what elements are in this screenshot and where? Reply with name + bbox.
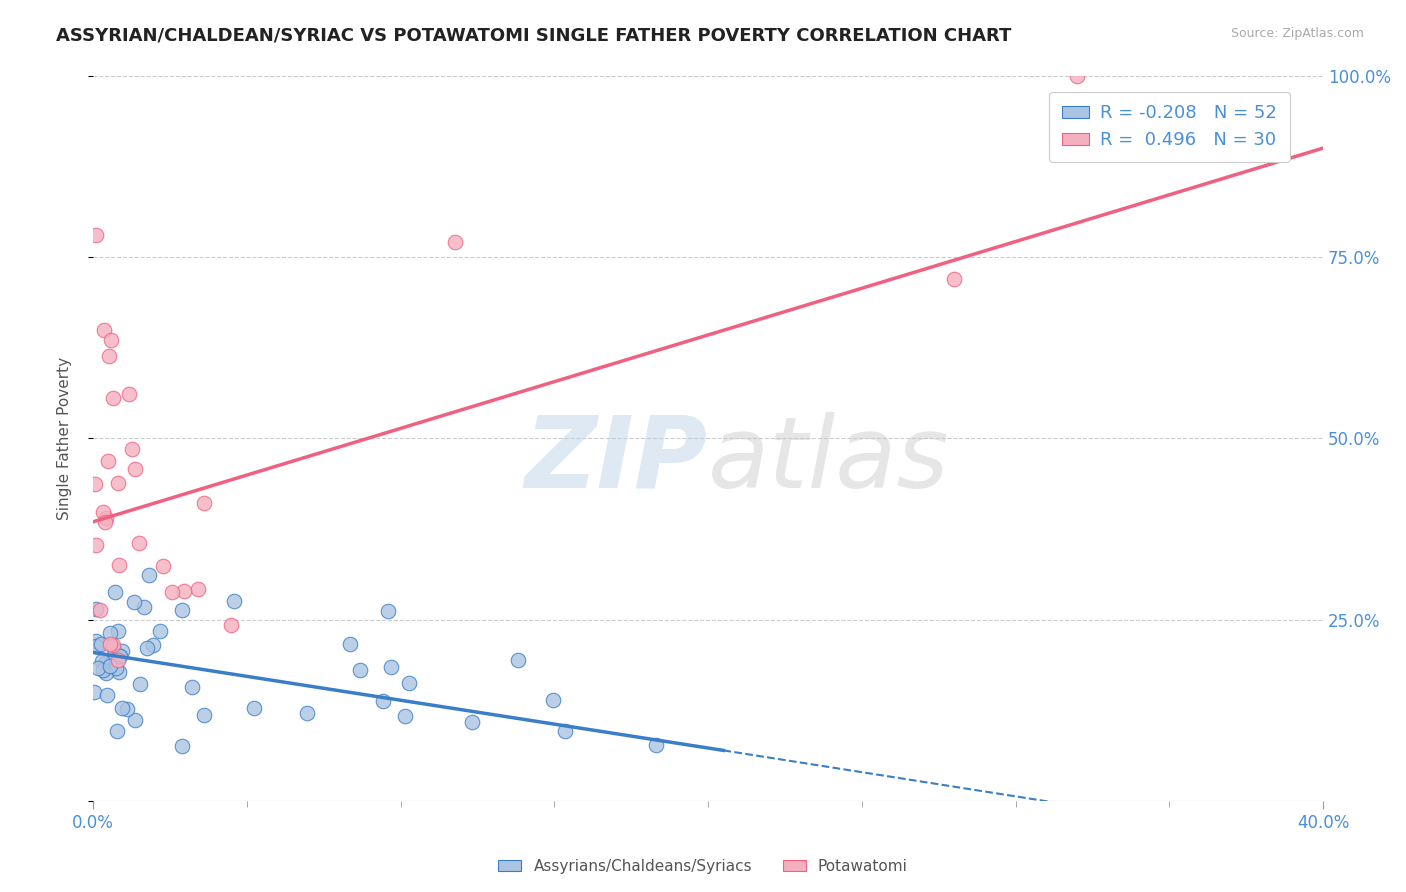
- Point: [149, 624, 172, 638]
- Point: [193, 708, 215, 723]
- Point: [108, 558, 131, 572]
- Point: [136, 640, 159, 655]
- Point: [394, 709, 416, 723]
- Point: [349, 663, 371, 677]
- Point: [508, 653, 530, 667]
- Point: [90, 637, 112, 651]
- Point: [339, 637, 361, 651]
- Y-axis label: Single Father Poverty: Single Father Poverty: [58, 357, 72, 520]
- Point: [107, 624, 129, 638]
- Point: [170, 739, 193, 753]
- Point: [97, 350, 120, 364]
- Point: [94, 515, 117, 529]
- Point: [107, 665, 129, 680]
- Point: [97, 453, 120, 467]
- Point: [122, 595, 145, 609]
- Point: [98, 638, 121, 652]
- Point: [219, 617, 242, 632]
- Text: atlas: atlas: [709, 411, 949, 508]
- Point: [84, 538, 107, 552]
- Point: [138, 568, 160, 582]
- Point: [554, 723, 576, 738]
- Point: [84, 640, 107, 654]
- Point: [170, 603, 193, 617]
- Point: [160, 585, 183, 599]
- Point: [91, 663, 114, 677]
- Point: [152, 559, 174, 574]
- Point: [128, 536, 150, 550]
- Point: [111, 700, 134, 714]
- Point: [645, 739, 668, 753]
- Point: [124, 462, 146, 476]
- Legend: R = -0.208   N = 52, R =  0.496   N = 30: R = -0.208 N = 52, R = 0.496 N = 30: [1049, 92, 1289, 162]
- Point: [89, 603, 111, 617]
- Point: [124, 713, 146, 727]
- Point: [101, 638, 124, 652]
- Point: [84, 602, 107, 616]
- Point: [541, 692, 564, 706]
- Point: [115, 702, 138, 716]
- Point: [93, 656, 115, 670]
- Point: [129, 677, 152, 691]
- Point: [377, 604, 399, 618]
- Point: [103, 392, 125, 406]
- Point: [173, 583, 195, 598]
- Point: [93, 322, 115, 336]
- Point: [107, 476, 129, 491]
- Point: [1066, 69, 1088, 83]
- Point: [107, 648, 129, 663]
- Point: [460, 714, 482, 729]
- Point: [371, 694, 394, 708]
- Point: [94, 511, 117, 525]
- Text: ZIP: ZIP: [524, 411, 709, 508]
- Point: [222, 594, 245, 608]
- Point: [105, 723, 128, 738]
- Point: [103, 641, 125, 656]
- Point: [110, 644, 132, 658]
- Point: [398, 675, 420, 690]
- Point: [117, 387, 139, 401]
- Point: [193, 495, 215, 509]
- Point: [443, 235, 465, 250]
- Point: [96, 688, 118, 702]
- Point: [100, 656, 122, 670]
- Text: Source: ZipAtlas.com: Source: ZipAtlas.com: [1230, 27, 1364, 40]
- Point: [83, 684, 105, 698]
- Point: [98, 659, 121, 673]
- Point: [107, 653, 129, 667]
- Point: [121, 442, 143, 456]
- Point: [84, 228, 107, 243]
- Point: [104, 584, 127, 599]
- Point: [98, 625, 121, 640]
- Point: [110, 648, 132, 663]
- Point: [187, 582, 209, 597]
- Point: [180, 680, 202, 694]
- Point: [142, 638, 165, 652]
- Point: [94, 665, 117, 680]
- Point: [87, 661, 110, 675]
- Point: [91, 504, 114, 518]
- Point: [84, 477, 107, 491]
- Point: [297, 706, 319, 720]
- Point: [943, 272, 966, 286]
- Point: [243, 700, 266, 714]
- Point: [84, 634, 107, 648]
- Text: ASSYRIAN/CHALDEAN/SYRIAC VS POTAWATOMI SINGLE FATHER POVERTY CORRELATION CHART: ASSYRIAN/CHALDEAN/SYRIAC VS POTAWATOMI S…: [56, 27, 1011, 45]
- Point: [134, 599, 156, 614]
- Point: [90, 654, 112, 668]
- Point: [105, 661, 128, 675]
- Point: [100, 333, 122, 347]
- Legend: Assyrians/Chaldeans/Syriacs, Potawatomi: Assyrians/Chaldeans/Syriacs, Potawatomi: [492, 853, 914, 880]
- Point: [380, 660, 402, 674]
